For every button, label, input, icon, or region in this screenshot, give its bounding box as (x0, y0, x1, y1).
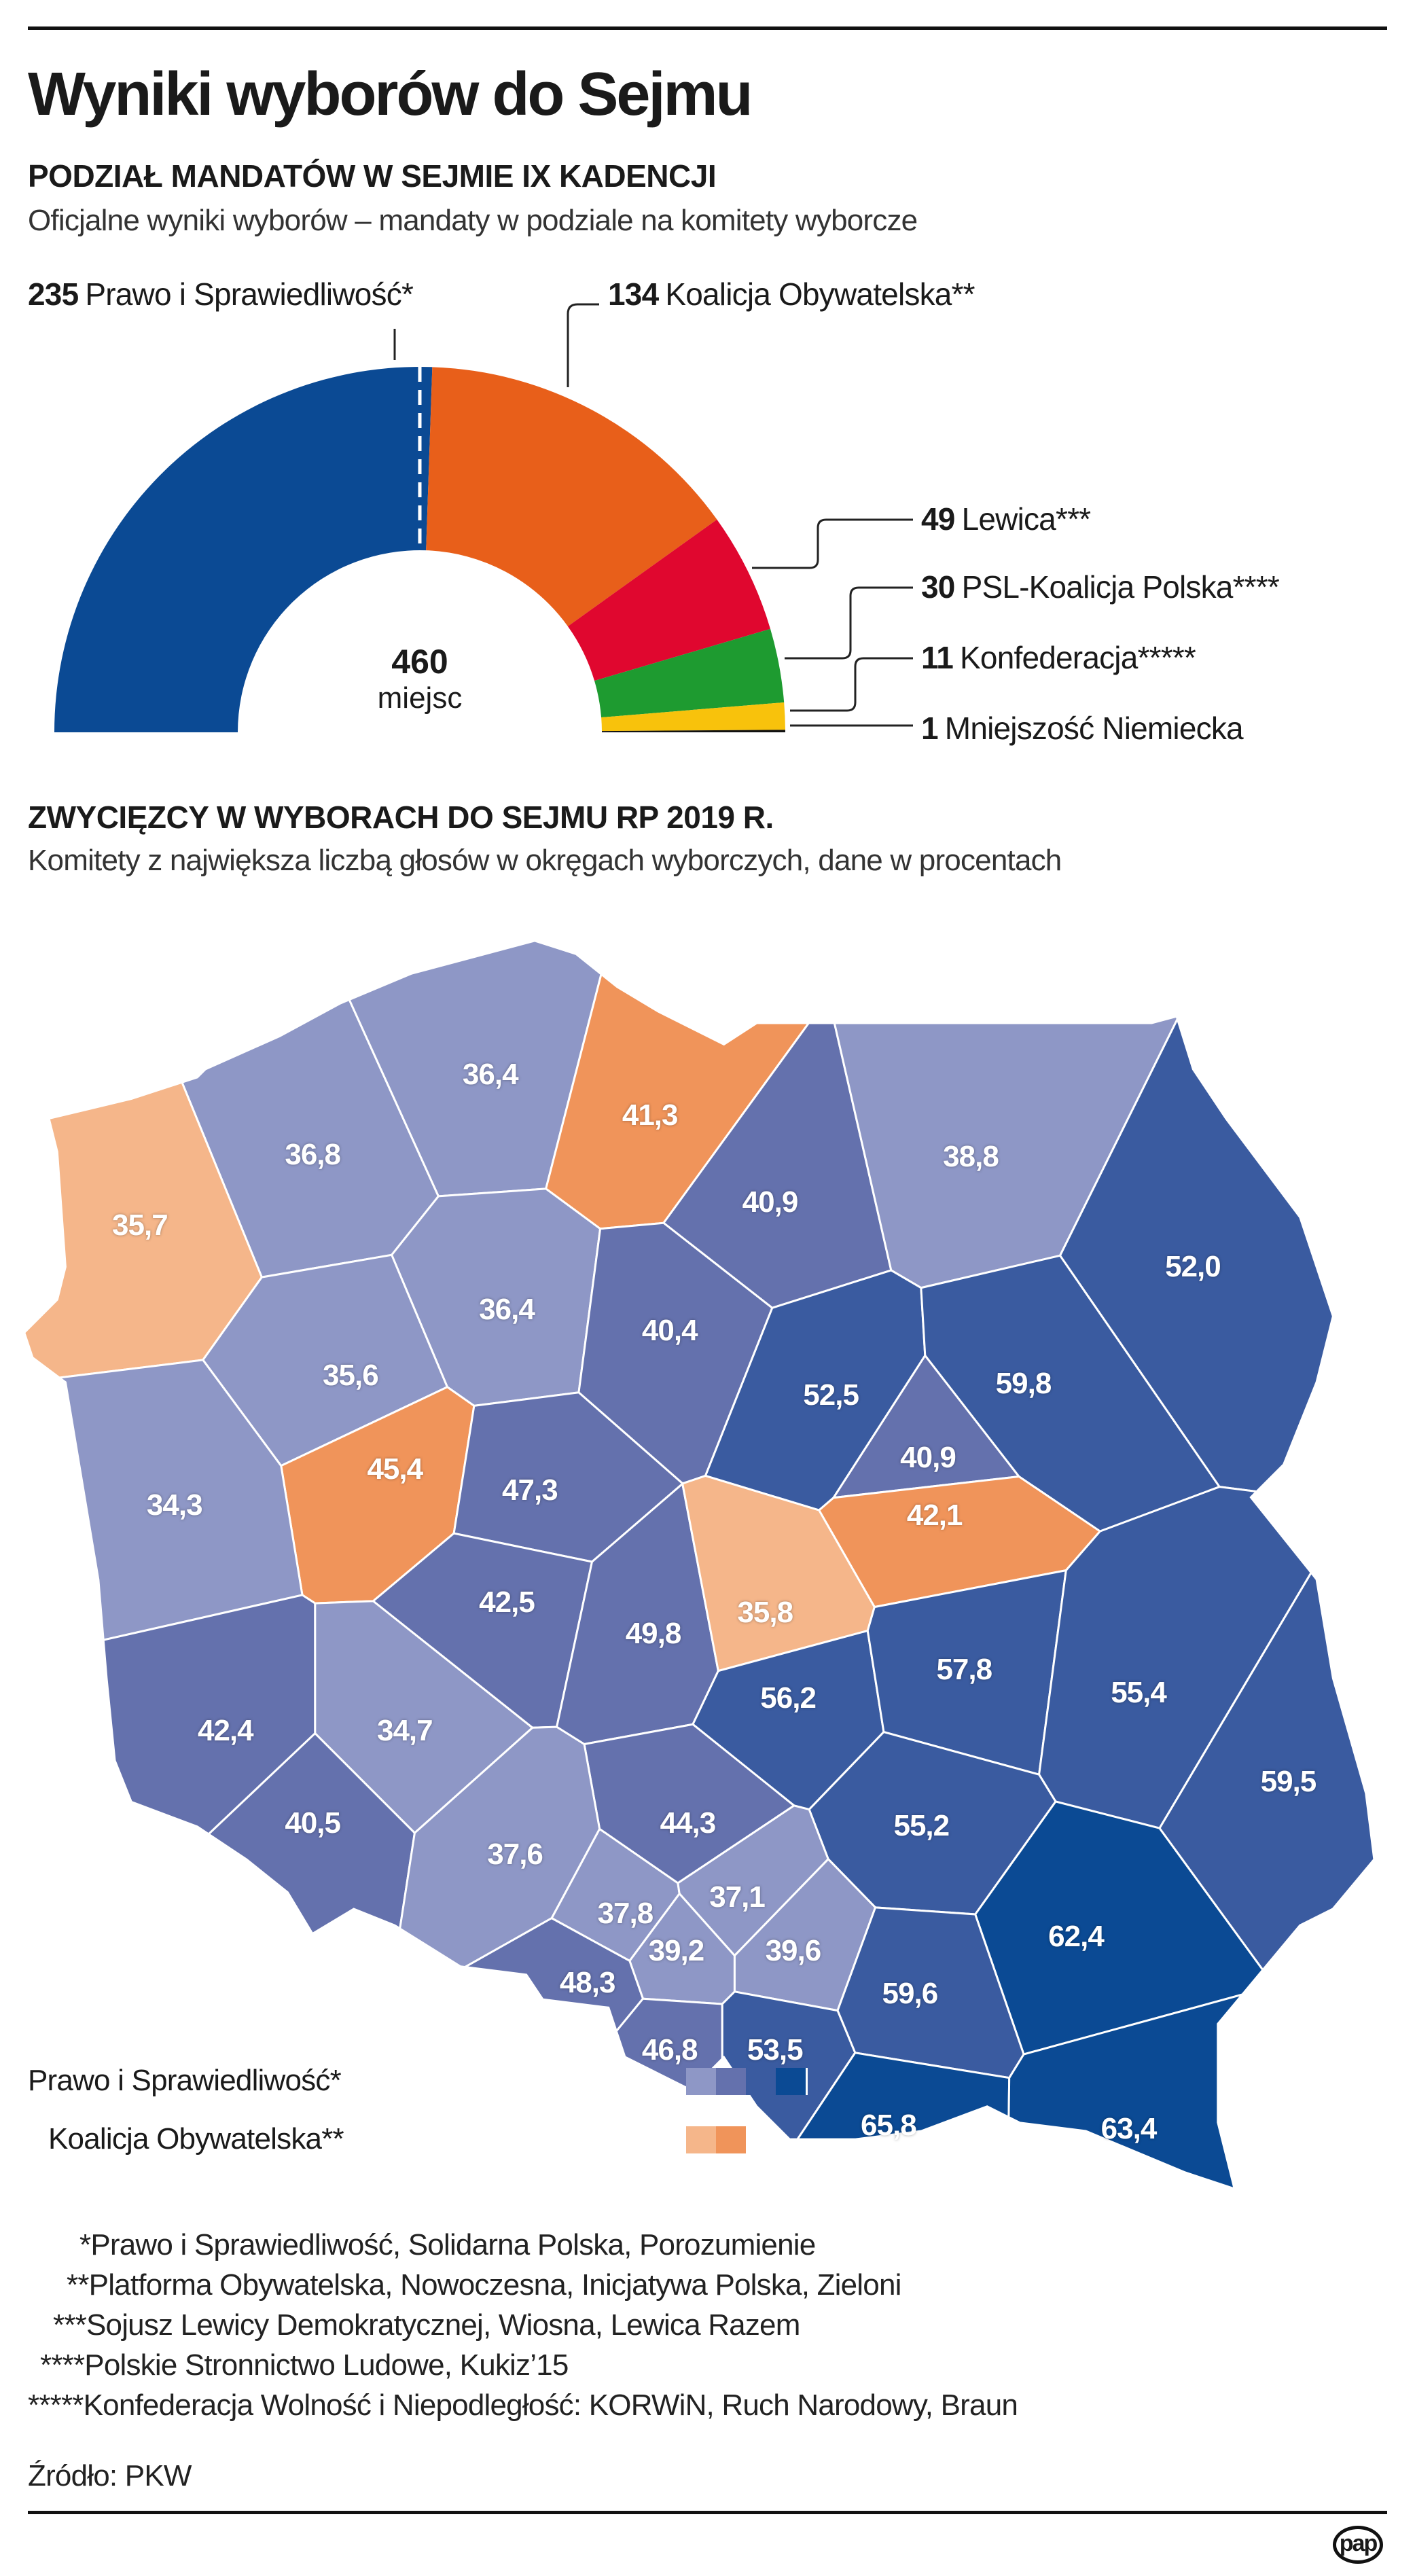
footnote-4: ****Polskie Stronnictwo Ludowe, Kukiz’15 (40, 2348, 569, 2382)
district-label-18: 42,5 (479, 1586, 535, 1620)
district-label-14: 34,3 (146, 1488, 203, 1522)
district-label-33: 39,2 (648, 1934, 705, 1968)
label-pis: 235 Prawo i Sprawiedliwość* (28, 276, 414, 312)
legend-swatch-pis-1 (686, 2068, 718, 2095)
district-label-17: 42,1 (906, 1498, 963, 1532)
district-label-12: 35,6 (323, 1358, 379, 1392)
label-mn-name: Mniejszość Niemiecka (944, 711, 1244, 746)
total-seats-unit: miejsc (377, 681, 463, 715)
label-lewica: 49 Lewica*** (921, 501, 1092, 537)
district-label-13: 45,4 (367, 1452, 423, 1486)
district-label-21: 56,2 (760, 1681, 817, 1715)
pap-logo-text: pap (1339, 2530, 1378, 2556)
district-label-40: 65,8 (861, 2109, 917, 2143)
district-label-23: 55,4 (1111, 1676, 1167, 1710)
leader-line-psl (785, 586, 913, 660)
label-lewica-name: Lewica*** (961, 501, 1092, 537)
district-label-30: 37,6 (487, 1837, 543, 1871)
district-label-35: 62,4 (1048, 1919, 1105, 1953)
source: Źródło: PKW (28, 2459, 192, 2492)
slice-pis (54, 367, 433, 732)
label-ko: 134 Koalicja Obywatelska** (608, 276, 975, 312)
district-label-4: 41,3 (622, 1098, 679, 1132)
footnote-2: **Platforma Obywatelska, Nowoczesna, Ini… (67, 2268, 901, 2302)
district-label-11: 59,8 (995, 1366, 1052, 1400)
seat-chart (54, 303, 913, 732)
district-label-29: 40,5 (285, 1806, 341, 1840)
district-label-10: 52,5 (803, 1378, 859, 1412)
label-lewica-seats: 49 (921, 501, 955, 537)
district-label-16: 40,9 (900, 1440, 956, 1474)
district-label-5: 40,9 (742, 1185, 799, 1219)
slice-konfederacja (601, 702, 785, 732)
label-psl: 30 PSL-Koalicja Polska**** (921, 569, 1280, 605)
slice-mn (601, 730, 785, 732)
district-label-38: 46,8 (641, 2033, 698, 2067)
total-seats-value: 460 (391, 643, 448, 681)
label-ko-name: Koalicja Obywatelska** (665, 276, 975, 312)
legend-swatch-ko-1 (686, 2126, 718, 2153)
district-label-8: 36,4 (479, 1292, 535, 1326)
section1-title: PODZIAŁ MANDATÓW W SEJMIE IX KADENCJI (28, 158, 717, 194)
country-outline (24, 940, 1375, 2189)
section2-title: ZWYCIĘZCY W WYBORACH DO SEJMU RP 2019 R. (28, 800, 774, 835)
legend-swatch-ko-2 (716, 2126, 748, 2153)
district-label-20: 35,8 (737, 1595, 793, 1629)
bottom-rule (28, 2511, 1387, 2514)
district-label-25: 34,7 (376, 1713, 433, 1747)
footnote-5: *****Konfederacja Wolność i Niepodległoś… (28, 2389, 1018, 2422)
district-label-39: 53,5 (747, 2033, 804, 2067)
top-rule (28, 26, 1387, 30)
slice-lewica (567, 519, 771, 681)
district-label-31: 37,8 (597, 1896, 654, 1930)
legend-pis-label: Prawo i Sprawiedliwość* (28, 2064, 342, 2097)
pap-logo: pap (1333, 2526, 1383, 2564)
footnote-1: *Prawo i Sprawiedliwość, Solidarna Polsk… (79, 2228, 816, 2261)
district-label-9: 40,4 (641, 1314, 698, 1348)
legend-swatch-pis-3 (746, 2068, 778, 2095)
district-label-28: 55,2 (893, 1809, 950, 1843)
district-map (24, 940, 1375, 2189)
legend-swatch-pis-4 (776, 2068, 808, 2095)
district-label-27: 44,3 (660, 1806, 717, 1840)
legend-swatch-pis-2 (716, 2068, 748, 2095)
slice-ko (426, 367, 717, 626)
section2-subtitle: Komitety z największa liczbą głosów w ok… (28, 844, 1062, 877)
district-label-1: 36,8 (285, 1138, 341, 1172)
district-label-32: 37,1 (709, 1880, 766, 1914)
label-ko-seats: 134 (608, 276, 659, 312)
district-label-41: 63,4 (1100, 2112, 1158, 2146)
legend-ko-label: Koalicja Obywatelska** (48, 2122, 344, 2155)
district-label-2: 35,7 (112, 1209, 168, 1242)
page-title: Wyniki wyborów do Sejmu (28, 60, 753, 128)
district-label-7: 52,0 (1165, 1249, 1221, 1283)
label-psl-seats: 30 (921, 569, 955, 605)
district-label-6: 38,8 (943, 1139, 999, 1173)
district-label-19: 49,8 (625, 1617, 682, 1651)
district-label-26: 59,5 (1260, 1765, 1317, 1799)
district-label-22: 57,8 (936, 1653, 992, 1687)
section1-subtitle: Oficjalne wyniki wyborów – mandaty w pod… (28, 204, 918, 237)
label-konf-name: Konfederacja***** (960, 640, 1196, 675)
label-konfederacja: 11 Konfederacja***** (921, 639, 1196, 676)
label-mn: 1 Mniejszość Niemiecka (921, 710, 1244, 747)
label-pis-name: Prawo i Sprawiedliwość* (85, 276, 414, 312)
district-label-3: 36,4 (462, 1057, 519, 1091)
label-konf-seats: 11 (921, 640, 954, 675)
leader-line-lewica (752, 518, 913, 569)
district-label-34: 39,6 (765, 1934, 822, 1968)
slice-psl (594, 628, 785, 718)
district-label-37: 59,6 (882, 1977, 939, 2011)
leader-line-ko (567, 303, 599, 387)
district-label-15: 47,3 (502, 1473, 558, 1507)
leader-line-konfederacja (790, 657, 913, 712)
total-seats: 460 miejsc (352, 642, 488, 715)
label-pis-seats: 235 (28, 276, 79, 312)
footnote-3: ***Sojusz Lewicy Demokratycznej, Wiosna,… (53, 2308, 800, 2342)
label-mn-seats: 1 (921, 711, 939, 746)
label-psl-name: PSL-Koalicja Polska**** (961, 569, 1280, 605)
district-label-36: 48,3 (559, 1965, 616, 1999)
district-label-24: 42,4 (197, 1713, 254, 1747)
